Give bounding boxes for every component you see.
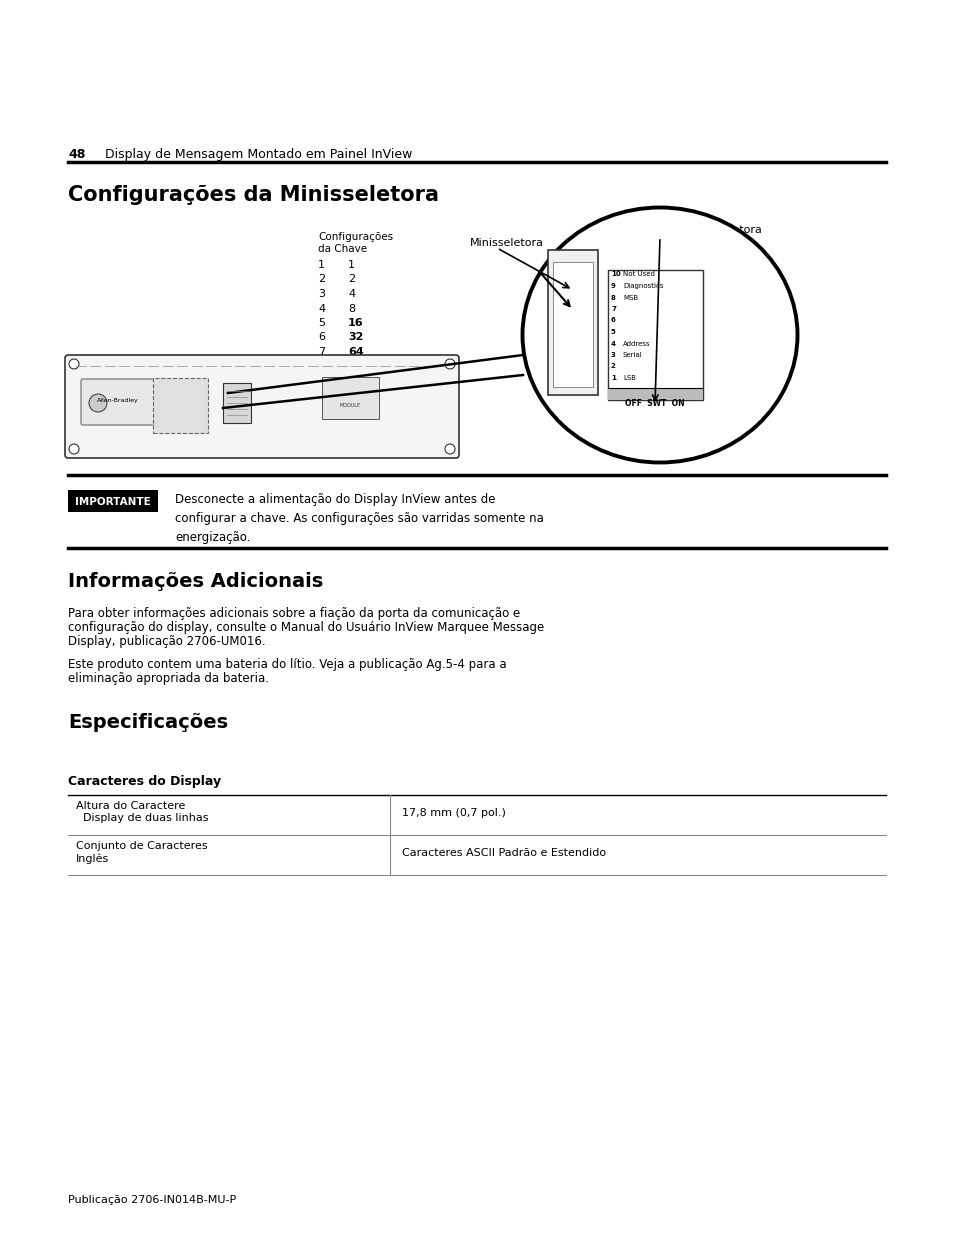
Text: 4: 4	[348, 289, 355, 299]
Text: 10: 10	[610, 272, 620, 278]
FancyBboxPatch shape	[607, 388, 702, 400]
FancyBboxPatch shape	[68, 490, 158, 513]
Circle shape	[69, 359, 79, 369]
Text: IMPORTANTE: IMPORTANTE	[75, 496, 151, 508]
Ellipse shape	[522, 207, 797, 462]
Text: 1: 1	[348, 261, 355, 270]
Text: Caracteres ASCII Padrão e Estendido: Caracteres ASCII Padrão e Estendido	[401, 848, 605, 858]
Text: Inglês: Inglês	[76, 853, 110, 863]
Text: Minisseletora: Minisseletora	[470, 238, 543, 248]
Text: 2: 2	[610, 363, 615, 369]
FancyBboxPatch shape	[322, 377, 378, 419]
Text: 16: 16	[348, 317, 363, 329]
Text: 2: 2	[348, 274, 355, 284]
Text: Display, publicação 2706-UM016.: Display, publicação 2706-UM016.	[68, 635, 265, 648]
Text: Display de Mensagem Montado em Painel InView: Display de Mensagem Montado em Painel In…	[105, 148, 412, 161]
Text: Configurações da Minisseletora: Configurações da Minisseletora	[68, 185, 438, 205]
Text: configuração do display, consulte o Manual do Usuário InView Marquee Message: configuração do display, consulte o Manu…	[68, 621, 543, 634]
Text: 6: 6	[610, 317, 615, 324]
Text: Diagnostics: Diagnostics	[622, 283, 662, 289]
Text: Serial: Serial	[622, 352, 642, 358]
Text: 1: 1	[610, 375, 616, 382]
Circle shape	[444, 445, 455, 454]
Text: Altura do Caractere: Altura do Caractere	[76, 802, 185, 811]
Text: Display de duas linhas: Display de duas linhas	[76, 813, 209, 823]
Text: MODULE: MODULE	[339, 403, 360, 408]
Text: 8: 8	[348, 304, 355, 314]
Text: OFF  SWT  ON: OFF SWT ON	[624, 399, 684, 408]
FancyBboxPatch shape	[607, 270, 702, 400]
FancyBboxPatch shape	[65, 354, 458, 458]
FancyBboxPatch shape	[81, 379, 154, 425]
FancyBboxPatch shape	[547, 249, 598, 395]
Text: Configurações: Configurações	[317, 232, 393, 242]
Text: 32: 32	[348, 332, 363, 342]
Text: Caracteres do Display: Caracteres do Display	[68, 776, 221, 788]
Text: 3: 3	[317, 289, 325, 299]
Text: 8: 8	[317, 362, 325, 372]
Text: 5: 5	[610, 329, 615, 335]
Text: LSB: LSB	[622, 375, 636, 382]
Text: eliminação apropriada da bateria.: eliminação apropriada da bateria.	[68, 672, 269, 685]
Text: Publicação 2706-IN014B-MU-P: Publicação 2706-IN014B-MU-P	[68, 1195, 236, 1205]
Text: 4: 4	[610, 341, 616, 347]
Text: 128: 128	[348, 362, 371, 372]
Text: Para obter informações adicionais sobre a fiação da porta da comunicação e: Para obter informações adicionais sobre …	[68, 606, 519, 620]
Text: 7: 7	[317, 347, 325, 357]
Text: 4: 4	[317, 304, 325, 314]
Text: Informações Adicionais: Informações Adicionais	[68, 572, 323, 592]
FancyBboxPatch shape	[152, 378, 208, 433]
Text: 2: 2	[317, 274, 325, 284]
Text: 5: 5	[317, 317, 325, 329]
Text: 7: 7	[610, 306, 616, 312]
Text: 48: 48	[68, 148, 85, 161]
Text: 64: 64	[348, 347, 363, 357]
FancyBboxPatch shape	[223, 383, 251, 424]
Text: da Chave: da Chave	[317, 245, 367, 254]
Text: MSB: MSB	[622, 294, 638, 300]
Circle shape	[89, 394, 107, 412]
Text: Especificações: Especificações	[68, 713, 228, 732]
Text: 3: 3	[610, 352, 616, 358]
Circle shape	[69, 445, 79, 454]
Text: Not Used: Not Used	[622, 272, 654, 278]
Text: Etiqueta da Minisseletora: Etiqueta da Minisseletora	[619, 225, 761, 235]
Text: 6: 6	[317, 332, 325, 342]
Text: Este produto contem uma bateria do lítio. Veja a publicação Ag.5-4 para a: Este produto contem uma bateria do lítio…	[68, 658, 506, 671]
Text: Address: Address	[622, 341, 650, 347]
Text: 8: 8	[610, 294, 616, 300]
Text: 9: 9	[610, 283, 616, 289]
FancyBboxPatch shape	[553, 262, 593, 387]
Text: 17,8 mm (0,7 pol.): 17,8 mm (0,7 pol.)	[401, 808, 505, 818]
Text: Allen-Bradley: Allen-Bradley	[97, 398, 139, 403]
Text: 1: 1	[317, 261, 325, 270]
Circle shape	[444, 359, 455, 369]
Text: Desconecte a alimentação do Display InView antes de
configurar a chave. As confi: Desconecte a alimentação do Display InVi…	[174, 493, 543, 543]
Text: Conjunto de Caracteres: Conjunto de Caracteres	[76, 841, 208, 851]
